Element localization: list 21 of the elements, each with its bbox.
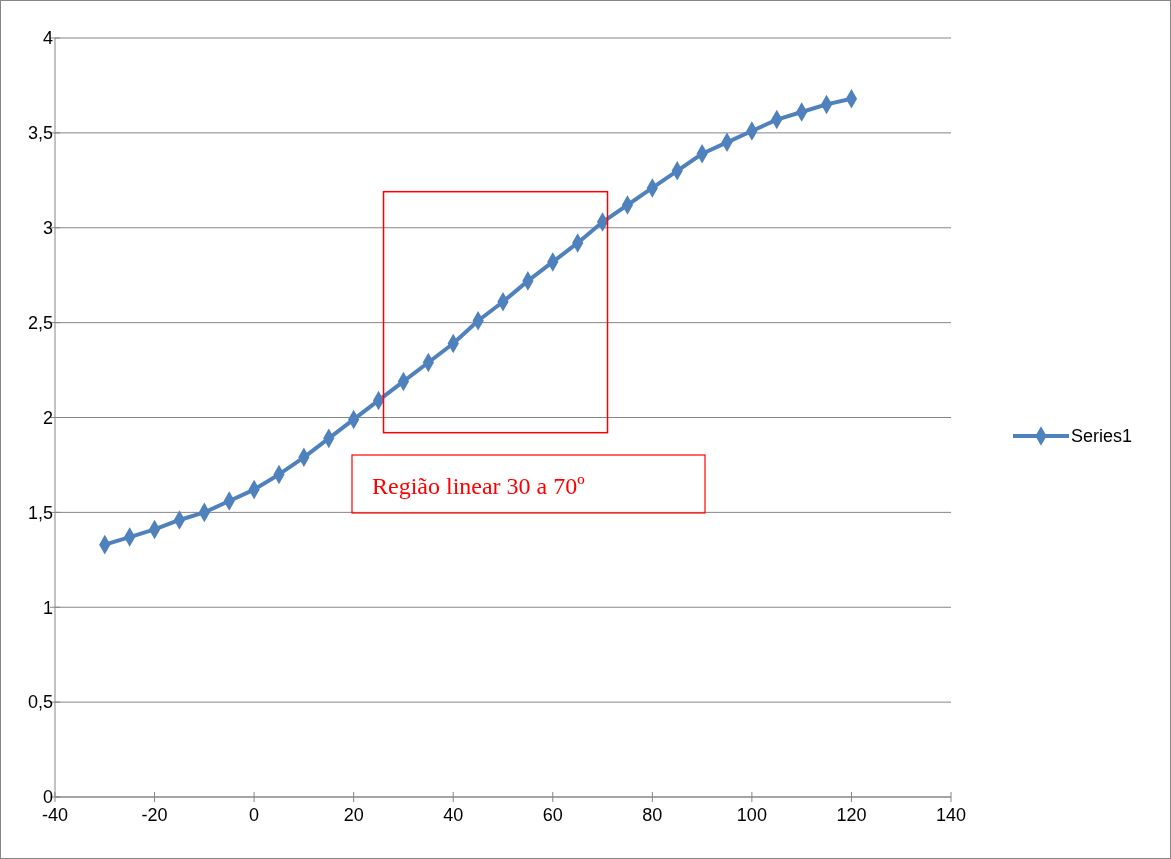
y-tick-label: 0,5 (27, 692, 53, 713)
x-tick-label: -20 (141, 805, 168, 825)
x-tick-label: 40 (443, 805, 464, 825)
x-tick-label: 80 (642, 805, 663, 825)
y-tick-label: 0 (42, 787, 53, 808)
y-tick-label: 1,5 (27, 502, 53, 523)
y-tick-label: 2,5 (27, 312, 53, 333)
x-tick-label: 100 (736, 805, 767, 825)
legend-label: Series1 (1071, 426, 1133, 447)
y-tick-label: 1 (42, 597, 53, 618)
y-tick-label: 3,5 (27, 123, 53, 144)
y-tick-label: 3 (42, 218, 53, 239)
x-tick-label: -40 (41, 805, 69, 825)
y-tick-label: 2 (42, 407, 53, 428)
x-tick-label: 120 (836, 805, 867, 825)
annotation: Região linear 30 a 70º (372, 473, 586, 499)
x-tick-label: 20 (343, 805, 364, 825)
x-tick-label: 60 (542, 805, 563, 825)
x-tick-label: 140 (935, 805, 967, 825)
x-tick-label: 0 (249, 805, 260, 825)
y-tick-label: 4 (42, 28, 53, 49)
